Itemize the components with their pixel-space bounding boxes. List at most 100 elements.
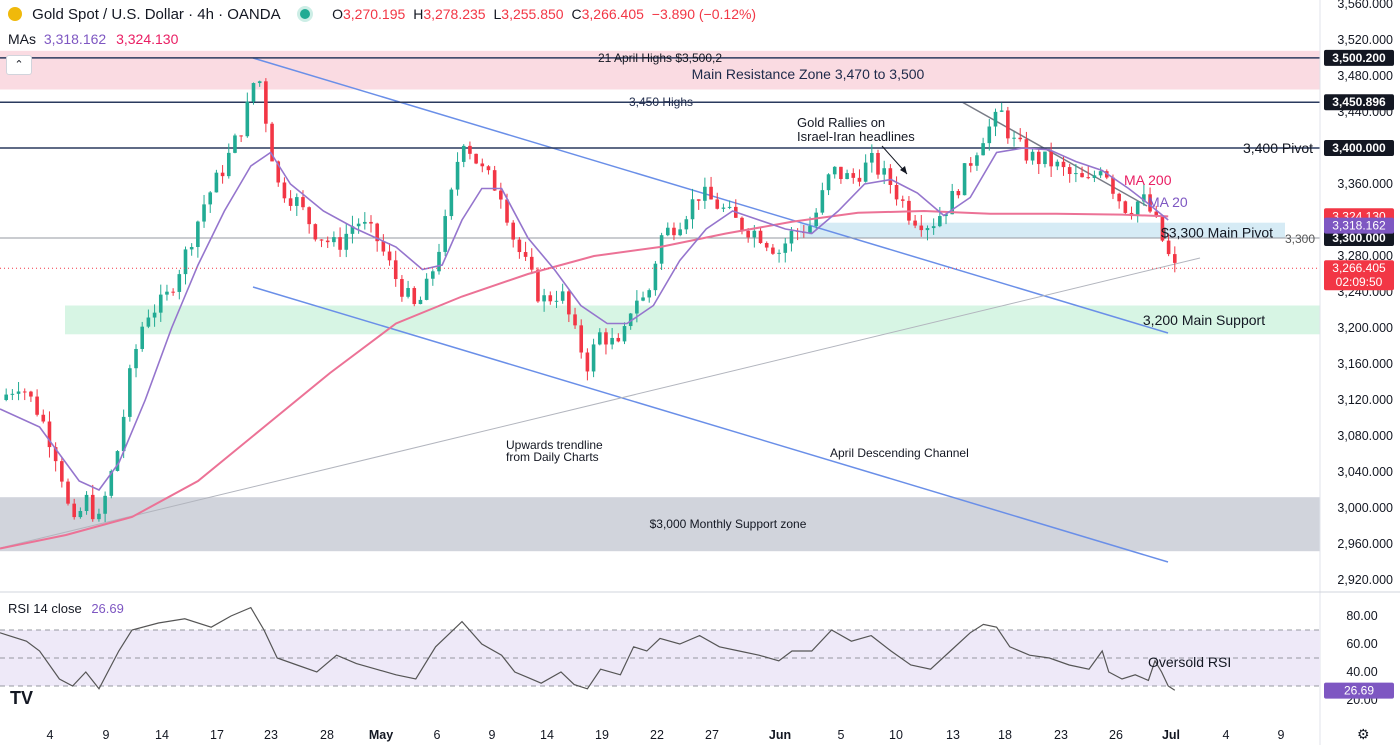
candle-body: [4, 394, 8, 400]
candle-body: [294, 197, 299, 206]
candle-body: [183, 249, 188, 275]
candle-body: [226, 152, 231, 177]
candle-body: [721, 207, 726, 209]
time-tick-label: 23: [1054, 728, 1068, 742]
candle-body: [931, 226, 936, 229]
rsi-value: 26.69: [91, 601, 124, 616]
high-value: 3,278.235: [423, 6, 486, 22]
candle-body: [220, 172, 225, 177]
symbol-header[interactable]: Gold Spot / U.S. Dollar · 4h · OANDA O3,…: [8, 6, 760, 23]
candle-body: [47, 421, 52, 448]
candle-body: [1154, 211, 1159, 216]
countdown-label: 02:09:50: [1336, 275, 1383, 289]
level-tag-label: 3,400.000: [1332, 141, 1386, 155]
rsi-legend[interactable]: RSI 14 close 26.69: [8, 601, 124, 616]
candle-body: [393, 260, 398, 280]
candle-body: [808, 226, 812, 233]
candle-body: [449, 189, 454, 217]
candle-body: [622, 326, 627, 342]
candle-body: [1086, 177, 1091, 179]
channel-lower-line: [252, 286, 1169, 563]
price-tag-bg: [1324, 217, 1394, 234]
candle-body: [641, 297, 645, 301]
ma-legend[interactable]: MAs 3,318.162 3,324.130: [8, 31, 178, 47]
annotation-descending-channel: April Descending Channel: [830, 446, 969, 460]
price-tick-label: 3,120.000: [1337, 393, 1393, 407]
candle-body: [919, 225, 924, 231]
rsi-tick-label: 80.00: [1346, 609, 1377, 623]
candle-body: [103, 495, 107, 514]
annotation-gold-rallies-line2: Israel-Iran headlines: [797, 129, 915, 144]
candle-body: [313, 224, 318, 240]
candle-body: [66, 481, 70, 504]
open-value: 3,270.195: [343, 6, 406, 22]
candle-body: [356, 223, 361, 227]
collapse-legend-button[interactable]: ⌃: [6, 55, 32, 75]
candle-body: [968, 163, 973, 166]
candle-body: [870, 152, 874, 163]
candle-body: [1018, 137, 1023, 140]
ma20-value: 3,318.162: [43, 31, 107, 47]
price-tick-label: 3,080.000: [1337, 429, 1393, 443]
candle-body: [696, 199, 701, 201]
candle-body: [307, 207, 311, 225]
candle-body: [987, 126, 992, 144]
rsi-line: [0, 606, 1176, 691]
candle-body: [709, 186, 713, 200]
ma200-line: [0, 209, 1169, 550]
level-tag-label: 3,500.200: [1332, 51, 1386, 65]
candle-body: [264, 81, 268, 124]
candle-body: [344, 233, 349, 250]
candle-body: [783, 243, 788, 253]
tradingview-logo-icon[interactable]: TV: [10, 688, 34, 708]
candle-body: [257, 81, 262, 84]
candle-body: [363, 221, 367, 224]
candle-body: [1173, 254, 1177, 263]
price-tick-label: 3,520.000: [1337, 33, 1393, 47]
candle-body: [585, 352, 590, 372]
settings-gear-icon[interactable]: ⚙: [1357, 726, 1370, 742]
candle-body: [486, 166, 491, 171]
candle-body: [684, 219, 689, 230]
zone-3-200-main-support: [65, 305, 1320, 335]
candle-body: [690, 199, 695, 220]
candle-body: [1012, 137, 1016, 139]
short-term-downtrend-line: [961, 101, 1148, 207]
candle-body: [505, 199, 509, 223]
level-label-3300: 3,300: [1285, 232, 1315, 246]
candle-body: [956, 191, 961, 196]
low-key: L: [493, 6, 502, 22]
candle-body: [1055, 161, 1060, 167]
candle-body: [888, 168, 893, 185]
candle-body: [97, 513, 101, 520]
level-tag-label: 3,300.000: [1332, 231, 1386, 245]
candle-body: [1098, 171, 1103, 176]
candle-body: [938, 216, 942, 227]
price-tick-label: 2,960.000: [1337, 537, 1393, 551]
candle-body: [1166, 240, 1171, 255]
candle-body: [826, 174, 831, 191]
time-tick-label: 9: [1278, 728, 1285, 742]
candle-body: [72, 503, 76, 518]
candle-body: [548, 295, 553, 302]
level-label-april-highs: 21 April Highs $3,500,2: [598, 51, 722, 65]
candle-body: [78, 510, 83, 518]
candle-body: [913, 220, 917, 226]
time-tick-label: 17: [210, 728, 224, 742]
candle-body: [443, 216, 447, 252]
close-key: C: [571, 6, 582, 22]
high-key: H: [413, 6, 424, 22]
level-tag-bg: [1324, 94, 1394, 111]
candle-body: [1080, 173, 1084, 178]
candle-body: [962, 163, 967, 196]
candle-body: [90, 494, 95, 520]
candle-body: [1036, 151, 1041, 165]
candle-body: [140, 326, 145, 349]
candle-body: [387, 251, 392, 261]
annotation-trendline-line2: from Daily Charts: [506, 450, 599, 464]
candle-body: [925, 228, 930, 231]
candle-body: [1135, 201, 1140, 217]
candle-body: [628, 313, 633, 327]
candle-body: [764, 243, 769, 248]
